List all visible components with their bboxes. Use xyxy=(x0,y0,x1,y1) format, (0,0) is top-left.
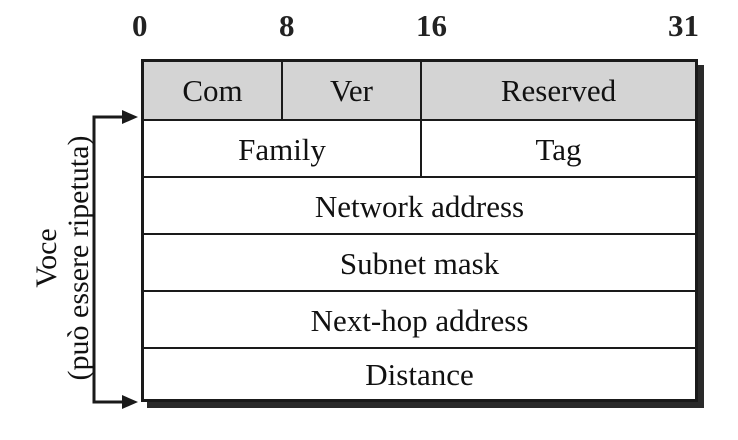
bit-label-16: 16 xyxy=(416,8,447,43)
field-subnet-mask: Subnet mask xyxy=(339,245,500,281)
network-address-row: Network address xyxy=(144,176,695,235)
header-row: Com Ver Reserved xyxy=(144,62,695,119)
field-distance: Distance xyxy=(365,357,474,392)
packet-format-table: Com Ver Reserved Family Tag Network addr… xyxy=(141,59,698,402)
field-family: Family xyxy=(144,121,422,178)
arrow-bottom-icon xyxy=(122,395,138,409)
bit-label-31: 31 xyxy=(668,8,699,43)
arrow-top-icon xyxy=(122,110,138,124)
field-network-address: Network address xyxy=(314,188,525,224)
side-label-title: Voce xyxy=(30,228,63,288)
distance-row: Distance xyxy=(144,347,695,401)
field-tag: Tag xyxy=(535,131,582,167)
bit-label-0: 0 xyxy=(132,8,148,43)
field-ver: Ver xyxy=(283,62,422,119)
bracket-line xyxy=(92,115,128,404)
side-label-note: (può essere ripetuta) xyxy=(62,135,95,381)
field-com: Com xyxy=(144,62,283,119)
field-next-hop-address: Next-hop address xyxy=(310,302,529,338)
next-hop-row: Next-hop address xyxy=(144,290,695,349)
subnet-mask-row: Subnet mask xyxy=(144,233,695,292)
bit-label-8: 8 xyxy=(279,8,295,43)
family-tag-row: Family Tag xyxy=(144,119,695,178)
field-reserved: Reserved xyxy=(500,72,617,108)
